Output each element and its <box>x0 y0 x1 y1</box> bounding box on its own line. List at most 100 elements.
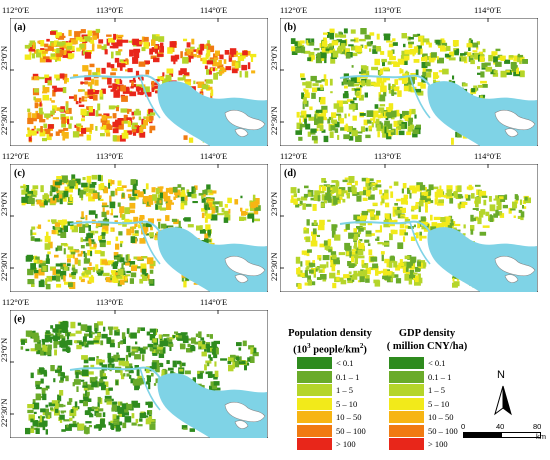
density-cell <box>129 49 134 57</box>
density-cell <box>98 195 102 198</box>
density-cell <box>81 182 88 188</box>
density-cell <box>205 371 210 375</box>
density-cell <box>397 113 401 117</box>
density-cell <box>170 55 178 62</box>
density-cell <box>177 184 182 188</box>
density-cell <box>38 396 44 398</box>
density-cell <box>370 256 378 262</box>
density-cell <box>139 127 144 133</box>
density-cell <box>165 74 172 82</box>
density-cell <box>82 177 86 181</box>
density-cell <box>99 175 103 182</box>
density-cell <box>390 229 398 235</box>
density-cell <box>363 119 368 126</box>
density-cell <box>147 410 153 415</box>
density-cell <box>50 407 54 411</box>
density-cell <box>515 195 519 201</box>
density-cell <box>520 211 525 218</box>
density-cell <box>201 351 207 357</box>
density-cell <box>468 56 474 62</box>
density-cell <box>144 368 147 372</box>
density-cell <box>91 332 95 335</box>
density-cell <box>54 181 62 186</box>
density-cell <box>65 424 72 431</box>
density-cell <box>406 261 412 268</box>
density-cell <box>196 383 202 387</box>
density-cell <box>300 261 303 267</box>
density-cell <box>85 215 88 221</box>
density-cell <box>382 268 388 276</box>
density-cell <box>49 191 53 197</box>
density-cell <box>83 258 91 264</box>
density-cell <box>361 259 365 267</box>
density-cell <box>58 227 63 233</box>
density-cell <box>25 348 30 352</box>
density-cell <box>132 233 139 236</box>
density-cell <box>111 270 119 276</box>
density-cell <box>316 123 320 129</box>
density-cell <box>313 194 321 201</box>
density-cell <box>387 50 393 57</box>
density-cell <box>411 205 417 210</box>
density-cell <box>522 205 524 209</box>
density-cell <box>100 182 105 189</box>
legend-swatch <box>297 370 332 383</box>
lon-label: 113°0′E <box>374 5 402 15</box>
density-cell <box>130 86 134 89</box>
density-cell <box>112 83 118 90</box>
density-cell <box>117 38 122 41</box>
density-cell <box>151 87 155 92</box>
density-cell <box>149 423 156 430</box>
density-cell <box>116 352 119 355</box>
density-cell <box>433 79 436 83</box>
density-cell <box>166 68 174 74</box>
density-cell <box>193 80 196 85</box>
density-cell <box>249 356 255 362</box>
density-cell <box>334 234 341 241</box>
density-cell <box>116 415 120 420</box>
density-cell <box>106 240 111 245</box>
density-cell <box>323 37 327 42</box>
density-cell <box>295 47 301 53</box>
density-cell <box>119 257 125 263</box>
density-cell <box>46 134 52 141</box>
density-cell <box>101 211 107 218</box>
density-cell <box>69 194 73 201</box>
density-cell <box>520 216 524 221</box>
density-cell <box>453 191 458 198</box>
density-cell <box>451 193 454 196</box>
density-cell <box>403 194 408 199</box>
density-cell <box>365 178 370 184</box>
density-cell <box>517 56 525 62</box>
density-cell <box>80 379 85 382</box>
density-cell <box>421 191 426 196</box>
density-cell <box>206 60 214 65</box>
density-cell <box>253 347 257 354</box>
density-cell <box>122 118 129 124</box>
density-cell <box>185 370 191 375</box>
lat-label: 23°0′N <box>0 45 9 70</box>
density-cell <box>393 181 399 186</box>
density-cell <box>161 369 167 376</box>
density-cell <box>127 120 131 128</box>
density-cell <box>450 219 454 223</box>
density-cell <box>368 249 373 256</box>
density-cell <box>417 48 421 55</box>
panel-label-e: (e) <box>14 314 26 325</box>
density-cell <box>299 200 303 205</box>
density-cell <box>485 66 493 72</box>
density-cell <box>330 56 336 64</box>
density-cell <box>323 135 329 143</box>
density-cell <box>84 96 88 99</box>
density-cell <box>87 267 93 271</box>
density-cell <box>163 338 167 343</box>
density-cell <box>388 261 393 268</box>
density-cell <box>52 105 57 111</box>
density-cell <box>158 194 161 199</box>
density-cell <box>405 115 411 121</box>
density-cell <box>90 377 97 381</box>
density-cell <box>452 276 458 279</box>
density-cell <box>457 185 462 192</box>
lat-label: 22°30′N <box>0 398 9 427</box>
density-cell <box>115 51 121 56</box>
